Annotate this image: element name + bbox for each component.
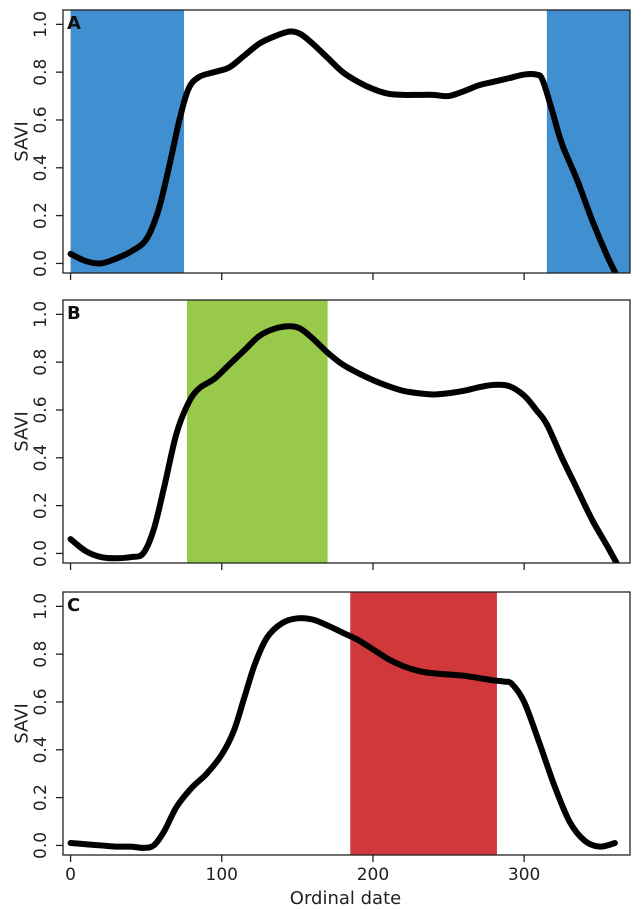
x-tick-label: 0 (65, 865, 76, 885)
y-tick-label: 0.0 (31, 250, 51, 277)
y-tick-label: 0.6 (31, 396, 51, 423)
panel-tag: B (67, 303, 81, 324)
plot-frame (62, 591, 631, 856)
series-line (67, 28, 619, 273)
panel-tag: C (67, 595, 80, 616)
y-tick-label: 0.4 (31, 444, 51, 471)
panel-a: 0.0 0.2 0.4 0.6 0.8 1.0 SAVI A (12, 9, 631, 280)
x-tick-label: 200 (357, 865, 389, 885)
y-tick-label: 0.8 (31, 641, 51, 668)
y-axis-title: SAVI (12, 121, 33, 162)
y-axis-title: SAVI (12, 411, 33, 452)
shaded-range (350, 592, 497, 855)
series-line (67, 323, 621, 563)
shaded-range (186, 300, 328, 563)
x-axis-title: Ordinal date (290, 888, 401, 909)
y-tick-label: 0.2 (31, 202, 51, 229)
y-tick-label: 1.0 (31, 11, 51, 38)
plot-frame (62, 9, 631, 274)
y-tick-label: 0.0 (31, 540, 51, 567)
y-tick-label: 0.8 (31, 349, 51, 376)
panel-c: 0.0 0.2 0.4 0.6 0.8 1.0 0 100 200 300 SAVI Ordinal … (12, 591, 631, 909)
series-line (67, 615, 618, 851)
panel-tag: A (67, 13, 81, 34)
x-tick-label: 100 (206, 865, 238, 885)
shaded-range (70, 10, 184, 273)
y-tick-label: 0.2 (31, 784, 51, 811)
x-tick-label: 300 (508, 865, 540, 885)
y-axis-title: SAVI (12, 703, 33, 744)
y-tick-label: 0.6 (31, 106, 51, 133)
y-tick-label: 1.0 (31, 301, 51, 328)
y-tick-label: 0.4 (31, 736, 51, 763)
y-tick-label: 0.4 (31, 154, 51, 181)
y-tick-label: 1.0 (31, 593, 51, 620)
y-tick-label: 0.0 (31, 832, 51, 859)
y-tick-label: 0.6 (31, 688, 51, 715)
y-tick-label: 0.2 (31, 492, 51, 519)
y-tick-label: 0.8 (31, 59, 51, 86)
panel-b: 0.0 0.2 0.4 0.6 0.8 1.0 SAVI B (12, 299, 631, 570)
plot-frame (62, 299, 631, 564)
